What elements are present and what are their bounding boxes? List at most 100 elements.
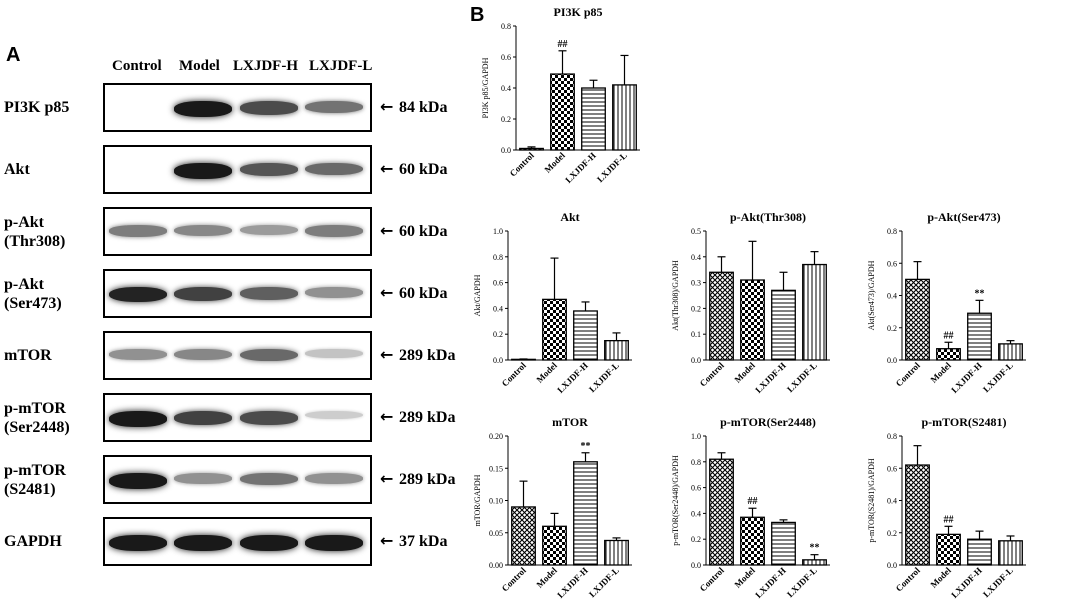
y-tick-label: 0.10 — [489, 497, 503, 506]
lane-header-model: Model — [179, 58, 220, 74]
blot-image — [103, 269, 372, 318]
blot-band — [174, 163, 232, 179]
y-tick-label: 0.4 — [691, 253, 701, 262]
x-tick-label: Model — [535, 565, 560, 590]
x-tick-label: LXJDF-L — [981, 565, 1015, 599]
molecular-weight-label: ← 37 kDa — [380, 531, 447, 551]
x-tick-label: LXJDF-H — [949, 360, 984, 395]
y-axis-label: PI3K p85/GAPDH — [481, 57, 490, 118]
molecular-weight-label: ← 60 kDa — [380, 159, 447, 179]
blot-band — [174, 535, 232, 551]
y-tick-label: 0.8 — [887, 227, 897, 236]
blot-label: PI3K p85 — [4, 99, 70, 116]
significance-mark: ## — [748, 496, 758, 507]
x-tick-label: LXJDF-L — [785, 360, 819, 394]
chart-title: p-Akt(Thr308) — [730, 210, 806, 224]
left-arrow-icon: ← — [380, 159, 399, 178]
x-tick-label: LXJDF-H — [563, 150, 598, 185]
left-arrow-icon: ← — [380, 345, 399, 364]
left-arrow-icon: ← — [380, 407, 399, 426]
x-tick-label: Model — [733, 360, 758, 385]
bar-lxjdf-h — [573, 461, 598, 566]
y-axis-label: Akt(Thr308)/GAPDH — [671, 260, 680, 331]
chart-title: p-Akt(Ser473) — [927, 210, 1000, 224]
molecular-weight-label: ← 289 kDa — [380, 469, 455, 489]
bar-lxjdf-h — [967, 538, 992, 566]
blot-band — [174, 225, 232, 237]
blot-band — [305, 411, 363, 420]
y-tick-label: 0.0 — [691, 561, 701, 570]
y-axis-label: Akt/GAPDH — [473, 274, 482, 316]
x-tick-label: LXJDF-L — [595, 150, 629, 184]
chart-title: mTOR — [552, 415, 588, 429]
x-tick-label: LXJDF-H — [949, 565, 984, 600]
blot-image — [103, 517, 372, 566]
y-tick-label: 0.4 — [501, 84, 511, 93]
x-tick-label: Control — [508, 150, 537, 179]
bar-lxjdf-h — [771, 521, 796, 566]
blot-band — [109, 287, 167, 303]
blot-image — [103, 145, 372, 194]
lane-header-lxjdf-h: LXJDF-H — [233, 58, 298, 74]
blot-band — [109, 349, 167, 360]
x-tick-label: Control — [500, 565, 529, 594]
x-tick-label: LXJDF-H — [555, 565, 590, 600]
blot-band — [109, 535, 167, 551]
chart-p-akt-ser473: p-Akt(Ser473) Akt(Ser473)/GAPDH 0.0 0.2 0.4 0… — [867, 210, 1026, 395]
y-tick-label: 0.00 — [489, 561, 503, 570]
molecular-weight-label: ← 289 kDa — [380, 407, 455, 427]
bar-lxjdf-l — [604, 339, 629, 361]
left-arrow-icon: ← — [380, 469, 399, 488]
blot-band — [174, 101, 232, 117]
blot-band — [240, 225, 298, 236]
blot-band — [305, 101, 363, 113]
x-tick-label: LXJDF-L — [981, 360, 1015, 394]
chart-p-mtor-s2481: p-mTOR(S2481) p-mTOR(S2481)/GAPDH 0.0 0.2 0.… — [867, 415, 1026, 600]
y-tick-label: 0.8 — [691, 458, 701, 467]
x-tick-label: LXJDF-L — [587, 360, 621, 394]
y-tick-label: 0.0 — [691, 356, 701, 365]
y-axis-label: p-mTOR(S2481)/GAPDH — [867, 458, 876, 543]
y-tick-label: 0.05 — [489, 529, 503, 538]
y-tick-label: 1.0 — [493, 227, 503, 236]
significance-mark: ** — [581, 441, 591, 452]
y-tick-label: 0.6 — [887, 259, 897, 268]
panel-b-letter: B — [470, 4, 485, 26]
molecular-weight-text: 37 kDa — [398, 533, 448, 550]
blot-band — [109, 473, 167, 489]
bar-model — [936, 348, 961, 361]
blot-band — [305, 225, 363, 237]
chart-akt: Akt Akt/GAPDH 0.0 0.2 0.4 0.6 0.8 1.0 Control Mod… — [473, 210, 632, 395]
y-tick-label: 0.2 — [887, 324, 897, 333]
chart-title: PI3K p85 — [553, 5, 602, 19]
y-tick-label: 0.4 — [887, 292, 897, 301]
y-tick-label: 0.0 — [887, 356, 897, 365]
molecular-weight-text: 289 kDa — [398, 347, 456, 364]
y-tick-label: 1.0 — [691, 432, 701, 441]
lane-header-control: Control — [112, 58, 162, 74]
y-tick-label: 0.8 — [493, 253, 503, 262]
x-tick-label: Model — [733, 565, 758, 590]
blot-band — [174, 411, 232, 425]
y-tick-label: 0.2 — [691, 535, 701, 544]
bar-control — [519, 147, 544, 151]
blot-label: p-mTOR (Ser2448) — [4, 400, 70, 436]
chart-mtor: mTOR mTOR/GAPDH 0.00 0.05 0.10 0.15 0.20 Contro… — [473, 415, 632, 600]
y-axis-label: mTOR/GAPDH — [473, 474, 482, 526]
y-tick-label: 0.5 — [691, 227, 701, 236]
bar-control — [905, 464, 930, 566]
significance-mark: ## — [558, 39, 568, 50]
molecular-weight-label: ← 84 kDa — [380, 97, 447, 117]
x-tick-label: LXJDF-L — [587, 565, 621, 599]
left-arrow-icon: ← — [380, 283, 399, 302]
blot-band — [174, 473, 232, 484]
y-tick-label: 0.0 — [501, 146, 511, 155]
bar-lxjdf-h — [573, 310, 598, 361]
bar-lxjdf-h — [581, 87, 606, 151]
left-arrow-icon: ← — [380, 97, 399, 116]
molecular-weight-text: 289 kDa — [398, 471, 456, 488]
y-tick-label: 0.3 — [691, 279, 701, 288]
significance-mark: ## — [944, 330, 954, 341]
blot-band — [240, 163, 298, 177]
blot-label: p-mTOR (S2481) — [4, 462, 66, 498]
